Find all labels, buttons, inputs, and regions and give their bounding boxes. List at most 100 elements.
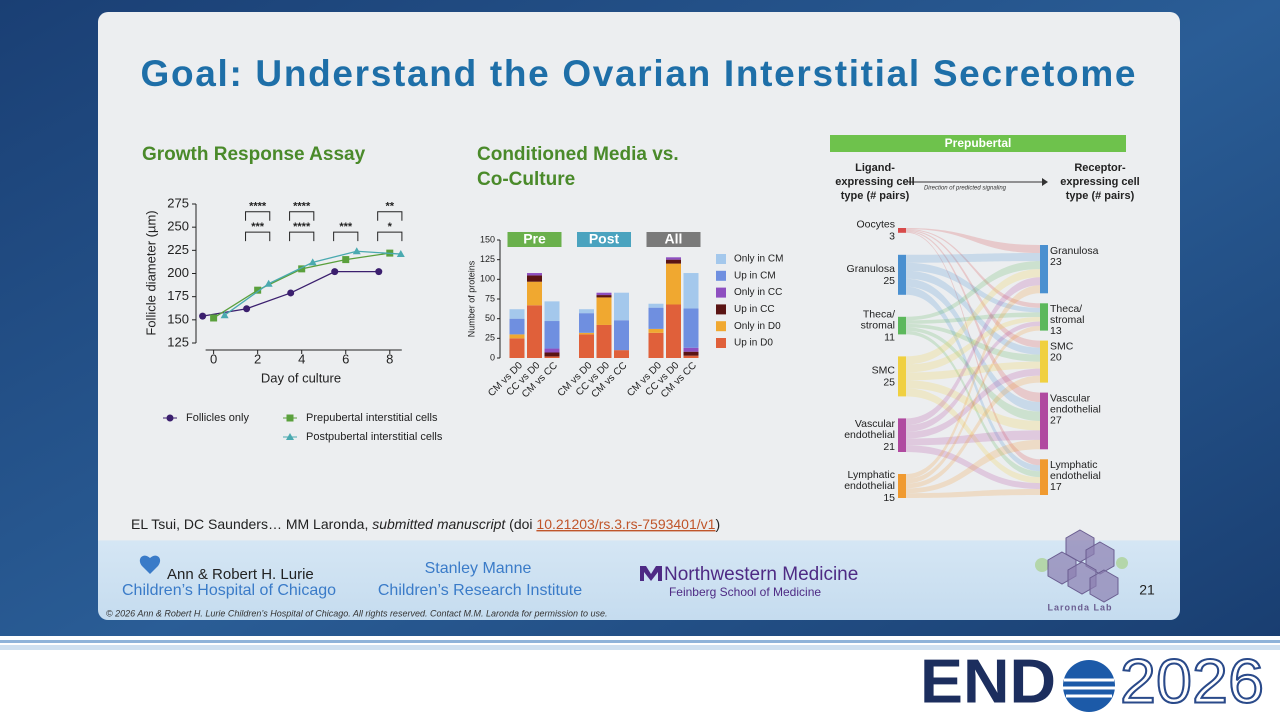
sankey-link bbox=[906, 380, 1040, 431]
legend-swatch bbox=[716, 304, 726, 315]
y-tick-label: 50 bbox=[485, 313, 495, 323]
y-tick-label: 75 bbox=[485, 293, 495, 303]
marker bbox=[199, 312, 207, 320]
sankey-column-title: type (# pairs) bbox=[841, 190, 910, 202]
citation-doi-prefix: (doi bbox=[505, 516, 536, 532]
sankey-node-count: 21 bbox=[883, 441, 895, 453]
significance-bracket bbox=[245, 231, 271, 242]
footer-stripe bbox=[0, 645, 1280, 650]
logo-text: Children’s Research Institute bbox=[378, 582, 582, 599]
sankey-node bbox=[898, 254, 906, 295]
conference-year: 2026 bbox=[1120, 647, 1264, 716]
logo-text: Northwestern Medicine bbox=[664, 564, 858, 585]
bar-segment bbox=[509, 338, 525, 358]
sankey-node-label: SMC bbox=[1050, 340, 1074, 352]
x-tick-label: 4 bbox=[298, 351, 305, 366]
sankey-node bbox=[898, 356, 906, 397]
legend-swatch bbox=[716, 338, 726, 348]
legend-swatch bbox=[716, 254, 726, 264]
bar-segment bbox=[683, 308, 699, 348]
y-tick-label: 250 bbox=[167, 219, 189, 234]
sankey-node-count: 23 bbox=[1050, 256, 1062, 268]
bar-segment bbox=[579, 313, 594, 333]
marker bbox=[254, 286, 262, 294]
legend-label: Follicles only bbox=[186, 412, 249, 424]
sankey-link bbox=[906, 321, 1040, 432]
marker bbox=[264, 279, 273, 287]
sankey-node-label: Lymphatic bbox=[848, 469, 895, 481]
doi-link[interactable]: 10.21203/rs.3.rs-7593401/v1 bbox=[536, 516, 715, 532]
bar-segment bbox=[666, 259, 681, 264]
y-tick-label: 125 bbox=[167, 334, 189, 349]
marker bbox=[243, 305, 251, 313]
sankey-node bbox=[1040, 340, 1048, 383]
sankey-link bbox=[906, 430, 1040, 446]
sankey-header-box bbox=[830, 135, 1126, 152]
sankey-node-label: Theca/ bbox=[863, 308, 895, 320]
group-label-box bbox=[577, 232, 631, 247]
bar-segment bbox=[648, 332, 664, 358]
bar-segment bbox=[614, 292, 629, 321]
sankey-link bbox=[906, 278, 1040, 412]
bar-segment bbox=[596, 297, 612, 325]
citation-status: submitted manuscript bbox=[372, 516, 506, 532]
logo-text: Children’s Hospital of Chicago bbox=[122, 582, 336, 599]
globe bbox=[1063, 660, 1115, 712]
legend-label: Up in CM bbox=[734, 270, 776, 281]
logo-dot bbox=[1035, 558, 1049, 572]
y-tick-label: 150 bbox=[480, 234, 495, 244]
logo-hex bbox=[1089, 569, 1119, 603]
direction-label: Direction of predicted signaling bbox=[924, 186, 1007, 192]
bar-segment bbox=[544, 352, 560, 357]
x-tick-label: 6 bbox=[342, 351, 349, 366]
sankey-node bbox=[1040, 303, 1048, 331]
legend-marker bbox=[166, 414, 174, 422]
sankey-node-label: Vascular bbox=[855, 418, 896, 430]
sankey-node-label: SMC bbox=[872, 365, 896, 377]
significance-bracket bbox=[289, 231, 315, 242]
bar-segment bbox=[579, 332, 594, 335]
bar-segment bbox=[683, 347, 699, 352]
sankey-column-title: type (# pairs) bbox=[1066, 190, 1135, 202]
marker bbox=[375, 268, 383, 276]
sankey-link bbox=[906, 231, 1040, 466]
bar-segment bbox=[544, 321, 560, 349]
bar-segment bbox=[596, 292, 612, 296]
sankey-node bbox=[898, 228, 906, 233]
significance-bracket bbox=[377, 231, 403, 242]
sankey-link bbox=[906, 316, 1040, 373]
y-tick-label: 125 bbox=[480, 254, 495, 264]
group-label: All bbox=[665, 231, 683, 247]
legend-label: Postpubertal interstitial cells bbox=[306, 431, 443, 443]
lurie-icon bbox=[139, 555, 161, 574]
sankey-link bbox=[906, 229, 1040, 348]
x-tick-label: 0 bbox=[210, 351, 217, 366]
bar-segment bbox=[683, 351, 699, 356]
bar-segment bbox=[579, 309, 594, 314]
bar-segment bbox=[666, 263, 681, 305]
sankey-link bbox=[906, 228, 1040, 254]
logo-hex bbox=[1067, 561, 1097, 595]
bar-segment bbox=[579, 334, 594, 358]
globe-lines bbox=[1063, 678, 1115, 698]
sankey-link bbox=[906, 228, 1040, 308]
sankey-node-label: endothelial bbox=[1050, 470, 1101, 482]
bar-segment bbox=[544, 356, 560, 358]
sankey-node-count: 11 bbox=[884, 331, 895, 343]
citation: EL Tsui, DC Saunders… MM Laronda, submit… bbox=[131, 516, 720, 532]
sankey-column-title: Ligand- bbox=[855, 162, 895, 174]
marker bbox=[287, 289, 295, 297]
sankey-node-label: Theca/ bbox=[1050, 303, 1082, 315]
sankey-node bbox=[898, 418, 906, 452]
group-label-box bbox=[507, 232, 562, 247]
legend-swatch bbox=[716, 287, 726, 298]
sankey-column-title: expressing cell bbox=[1060, 176, 1140, 188]
sankey-node-label: endothelial bbox=[844, 429, 895, 441]
sankey-link bbox=[906, 230, 1040, 403]
marker bbox=[342, 256, 350, 264]
legend-label: Up in D0 bbox=[734, 338, 773, 349]
y-tick-label: 225 bbox=[167, 242, 189, 257]
sankey-link bbox=[906, 375, 1040, 489]
